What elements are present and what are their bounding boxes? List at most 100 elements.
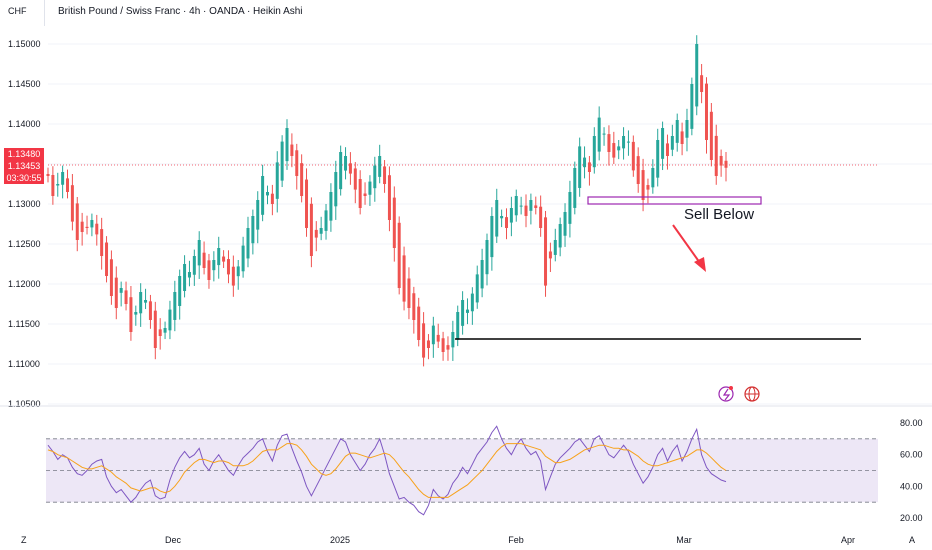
down-arrow-icon bbox=[672, 224, 706, 272]
candle-body bbox=[217, 248, 221, 266]
candle-body bbox=[617, 146, 621, 151]
candle-body bbox=[85, 226, 89, 228]
globe-icon[interactable] bbox=[744, 386, 760, 402]
rsi-tick-label: 80.00 bbox=[900, 418, 923, 428]
candle-body bbox=[592, 136, 596, 168]
time-axis-labels: Dec 2025 Feb Mar Apr bbox=[165, 535, 855, 545]
candle-body bbox=[95, 223, 99, 235]
candle-body bbox=[334, 172, 338, 207]
candle-body bbox=[578, 146, 582, 188]
candle-body bbox=[319, 228, 323, 234]
candle-body bbox=[183, 264, 187, 291]
price-tag-close: 1.13480 bbox=[4, 148, 44, 160]
candle-body bbox=[568, 192, 572, 224]
time-tick-label: Feb bbox=[508, 535, 524, 545]
candle-body bbox=[519, 205, 523, 207]
candle-body bbox=[670, 136, 674, 150]
candle-body bbox=[246, 228, 250, 259]
candle-body bbox=[236, 266, 240, 277]
time-tick-label: Apr bbox=[841, 535, 855, 545]
candle-body bbox=[534, 205, 538, 208]
candle-body bbox=[475, 274, 479, 303]
candle-body bbox=[587, 162, 591, 172]
price-tag-current: 1.13453 bbox=[4, 160, 44, 172]
candle-body bbox=[144, 300, 148, 303]
price-tick-label: 1.14500 bbox=[8, 79, 41, 89]
candle-body bbox=[222, 256, 226, 262]
candle-body bbox=[553, 240, 557, 255]
price-tick-label: 1.14000 bbox=[8, 119, 41, 129]
candle-body bbox=[636, 156, 640, 184]
candle-body bbox=[100, 229, 104, 256]
candle-body bbox=[509, 208, 513, 223]
lightning-icon[interactable] bbox=[718, 386, 734, 402]
candle-body bbox=[124, 290, 128, 304]
candle-body bbox=[704, 83, 708, 140]
candle-body bbox=[661, 128, 665, 159]
price-grid bbox=[48, 43, 932, 405]
candle-body bbox=[80, 221, 84, 232]
candle-body bbox=[241, 245, 245, 272]
candle-body bbox=[309, 203, 313, 256]
candle-body bbox=[119, 288, 123, 293]
corner-left-label: Z bbox=[21, 535, 27, 545]
candle-body bbox=[265, 192, 269, 196]
candle-body bbox=[392, 197, 396, 248]
price-tick-label: 1.12500 bbox=[8, 239, 41, 249]
price-tick-label: 1.15000 bbox=[8, 39, 41, 49]
candle-body bbox=[256, 200, 260, 230]
candle-body bbox=[441, 338, 445, 352]
candle-body bbox=[641, 170, 645, 200]
candle-body bbox=[187, 272, 191, 278]
candle-body bbox=[109, 259, 113, 296]
candle-body bbox=[202, 252, 206, 268]
candle-body bbox=[505, 217, 509, 228]
candle-body bbox=[212, 260, 216, 271]
candle-body bbox=[539, 206, 543, 228]
candle-body bbox=[285, 128, 289, 162]
candle-body bbox=[305, 179, 309, 228]
candle-body bbox=[524, 205, 528, 216]
candle-body bbox=[607, 134, 611, 152]
candle-body bbox=[719, 155, 723, 166]
candle-body bbox=[412, 293, 416, 320]
candle-body bbox=[500, 216, 504, 219]
candle-body bbox=[544, 217, 548, 286]
candle-body bbox=[422, 323, 426, 358]
candle-body bbox=[431, 325, 435, 345]
candle-body bbox=[695, 44, 699, 107]
candle-body bbox=[153, 310, 157, 348]
candle-body bbox=[358, 179, 362, 208]
header-separator bbox=[44, 0, 45, 26]
candle-body bbox=[134, 312, 138, 315]
rsi-tick-label: 20.00 bbox=[900, 513, 923, 523]
candle-body bbox=[46, 174, 50, 176]
candle-body bbox=[300, 163, 304, 196]
candle-body bbox=[436, 334, 440, 342]
candle-body bbox=[714, 135, 718, 176]
candle-body bbox=[290, 144, 294, 156]
candle-body bbox=[173, 292, 177, 320]
sell-below-label: Sell Below bbox=[684, 206, 754, 223]
candle-body bbox=[207, 260, 211, 280]
candle-body bbox=[417, 306, 421, 340]
candle-body bbox=[163, 328, 167, 333]
candle-body bbox=[573, 168, 577, 208]
candle-body bbox=[397, 222, 401, 288]
candle-body bbox=[451, 332, 455, 348]
candle-body bbox=[665, 143, 669, 156]
candle-body bbox=[602, 133, 606, 135]
candle-body bbox=[495, 200, 499, 237]
candle-body bbox=[461, 300, 465, 326]
candle-body bbox=[597, 117, 601, 152]
price-tick-label: 1.11500 bbox=[8, 319, 40, 329]
candle-body bbox=[158, 329, 162, 336]
candle-body bbox=[148, 301, 152, 320]
candle-body bbox=[631, 141, 635, 171]
candle-body bbox=[339, 152, 343, 190]
candle-body bbox=[622, 136, 626, 149]
candle-body bbox=[373, 165, 377, 189]
candle-body bbox=[295, 150, 299, 176]
candle-body bbox=[51, 175, 55, 196]
